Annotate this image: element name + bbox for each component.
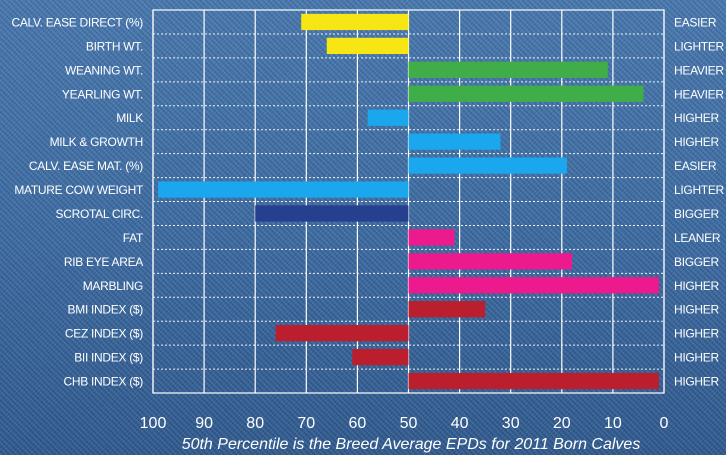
bar [408,85,644,102]
x-tick-label: 30 [502,415,520,432]
bar [408,133,501,150]
row-label: RIB EYE AREA [64,255,143,269]
x-tick-label: 60 [349,415,367,432]
bar [408,229,455,246]
row-label: YEARLING WT. [62,87,143,101]
row-direction-label: HIGHER [674,327,720,341]
bar [275,325,409,342]
x-tick-label: 40 [451,415,469,432]
row-label: MILK & GROWTH [50,135,143,149]
bar [408,277,659,294]
row-direction-label: BIGGER [674,255,720,269]
row-label: BMI INDEX ($) [68,303,144,317]
x-tick-label: 0 [660,415,669,432]
row-label: CHB INDEX ($) [64,375,144,389]
row-direction-label: HIGHER [674,351,720,365]
x-tick-label: 80 [246,415,264,432]
x-tick-label: 50 [400,415,418,432]
bar [301,13,409,31]
row-label: BIRTH WT. [86,39,143,53]
x-tick-label: 100 [140,415,167,432]
bar [255,205,409,222]
x-tick-label: 20 [553,415,571,432]
row-direction-label: HEAVIER [674,63,724,77]
row-direction-label: EASIER [674,15,717,29]
bar [352,348,409,366]
bar [158,181,409,198]
row-label: BII INDEX ($) [74,351,143,365]
row-direction-label: HIGHER [674,375,720,389]
bar [367,109,409,126]
row-label: MATURE COW WEIGHT [14,183,144,197]
row-label: CALV. EASE MAT. (%) [29,159,143,173]
bar [408,301,486,318]
chart-footer: 50th Percentile is the Breed Average EPD… [182,436,641,453]
row-direction-label: HIGHER [674,111,720,125]
row-direction-label: HIGHER [674,279,720,293]
x-tick-label: 10 [604,415,622,432]
row-label: FAT [123,231,144,245]
row-label: MILK [116,111,143,125]
row-label: CALV. EASE DIRECT (%) [11,15,143,29]
bar [408,61,608,78]
row-direction-label: HEAVIER [674,87,724,101]
row-direction-label: EASIER [674,159,717,173]
row-direction-label: HIGHER [674,135,720,149]
row-direction-label: LEANER [674,231,721,245]
row-direction-label: LIGHTER [674,183,725,197]
row-direction-label: HIGHER [674,303,720,317]
row-direction-label: BIGGER [674,207,720,221]
row-label: MARBLING [83,279,143,293]
x-tick-label: 90 [195,415,213,432]
row-label: CEZ INDEX ($) [65,327,143,341]
bar [326,37,409,55]
bar [408,157,567,174]
x-tick-label: 70 [297,415,315,432]
bar [408,253,573,270]
bar-layer [158,13,659,390]
row-direction-label: LIGHTER [674,39,725,53]
row-label: SCROTAL CIRC. [56,207,143,221]
bar [408,372,659,390]
row-label: WEANING WT. [65,63,143,77]
